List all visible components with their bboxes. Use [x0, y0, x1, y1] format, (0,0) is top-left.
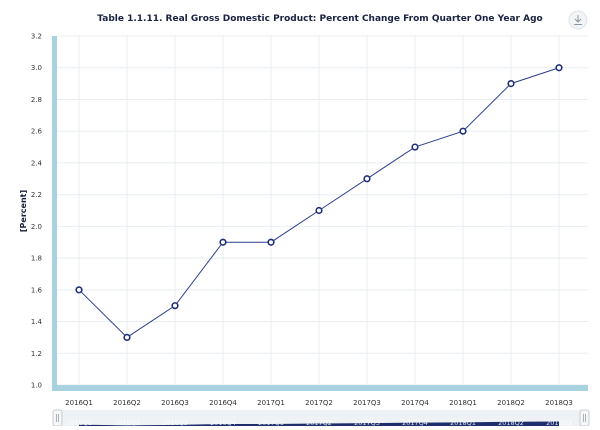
navigator-tick-label: 2017Q4	[402, 419, 428, 426]
navigator-tick-label: 2016Q3	[162, 419, 188, 426]
drag-handle-icon	[583, 414, 586, 422]
data-point	[555, 64, 563, 72]
download-button[interactable]	[568, 10, 588, 30]
data-point	[171, 302, 179, 310]
x-axis-ticks: 2016Q1 2016Q2 2016Q3 2016Q4 2017Q1 2017Q2 2017…	[65, 399, 573, 407]
navigator-tick-label: 2018Q2	[498, 419, 524, 426]
y-tick-label: 2.6	[31, 128, 43, 136]
y-axis-label: [Percent]	[19, 190, 28, 232]
navigator-left-handle[interactable]	[52, 409, 63, 427]
y-tick-label: 2.0	[31, 223, 42, 231]
y-tick-label: 2.4	[31, 159, 43, 167]
navigator-right-handle[interactable]	[579, 409, 590, 427]
x-tick-label: 2017Q2	[305, 399, 333, 407]
x-tick-label: 2018Q2	[497, 399, 525, 407]
x-tick-label: 2016Q2	[113, 399, 141, 407]
x-tick-label: 2016Q3	[161, 399, 189, 407]
y-axis-band	[52, 36, 57, 390]
navigator-tick-label: 2016Q1	[66, 419, 92, 426]
x-tick-label: 2016Q4	[209, 399, 237, 407]
data-point	[75, 286, 83, 294]
x-tick-label: 2018Q1	[449, 399, 477, 407]
y-tick-label: 3.0	[31, 64, 42, 72]
data-point	[267, 238, 275, 246]
navigator-track	[58, 410, 588, 426]
y-axis-ticks: 1.0 1.2 1.4 1.6 1.8 2.0 2.2 2.4 2.6 2.8 3.0 3.2	[31, 33, 43, 390]
series-layer	[75, 64, 563, 342]
y-tick-label: 2.2	[31, 191, 42, 199]
range-navigator[interactable]: 2016Q1 2016Q2 2016Q3 2016Q4 2017Q1 2017Q2 2017…	[52, 409, 590, 427]
navigator-tick-label: 2017Q1	[258, 419, 284, 426]
data-point	[459, 127, 467, 135]
data-point	[411, 143, 419, 151]
y-tick-label: 1.0	[31, 382, 42, 390]
navigator-tick-label: 2016Q2	[114, 419, 140, 426]
x-tick-label: 2018Q3	[545, 399, 573, 407]
x-tick-label: 2016Q1	[65, 399, 93, 407]
x-tick-label: 2017Q1	[257, 399, 285, 407]
x-axis-band	[52, 385, 588, 391]
navigator-tick-label: 2017Q2	[306, 419, 332, 426]
drag-handle-icon	[56, 414, 59, 422]
y-tick-label: 1.8	[31, 255, 42, 263]
y-tick-label: 2.8	[31, 96, 42, 104]
navigator-ticks: 2016Q1 2016Q2 2016Q3 2016Q4 2017Q1 2017Q2 2017…	[66, 419, 572, 427]
navigator-tick-label: 2017Q3	[354, 419, 380, 426]
download-icon	[574, 15, 582, 25]
data-point	[507, 79, 515, 88]
y-tick-label: 1.6	[31, 286, 43, 294]
data-point	[123, 333, 131, 342]
navigator-area	[79, 421, 559, 426]
data-point	[315, 206, 323, 215]
navigator-tick-label: 2016Q4	[210, 419, 236, 426]
x-tick-label: 2017Q4	[401, 399, 429, 407]
data-point	[219, 238, 227, 246]
navigator-tick-label: 2018Q1	[450, 419, 476, 426]
gridlines	[57, 35, 588, 386]
navigator-tick-label: 2018Q3	[546, 419, 572, 426]
y-tick-label: 1.2	[31, 350, 42, 358]
data-point	[363, 175, 371, 183]
y-tick-label: 3.2	[31, 33, 42, 41]
y-tick-label: 1.4	[31, 318, 43, 326]
x-tick-label: 2017Q3	[353, 399, 381, 407]
chart-title: Table 1.1.11. Real Gross Domestic Produc…	[97, 14, 542, 24]
